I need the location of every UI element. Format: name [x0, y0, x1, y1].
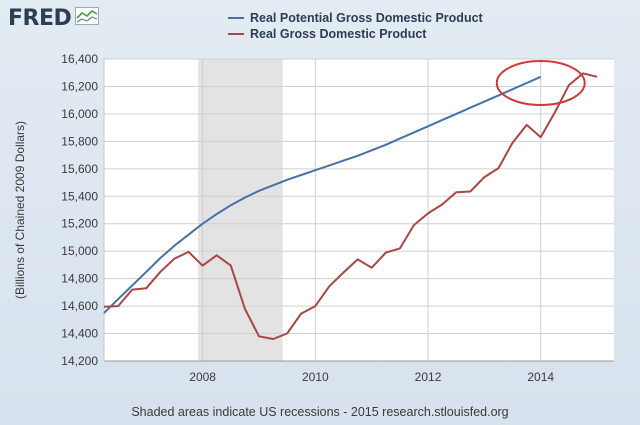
line-chart-icon [75, 7, 100, 30]
logo-text: FRED [8, 6, 72, 31]
y-tick-label: 14,800 [61, 272, 98, 286]
y-tick-label: 16,000 [61, 107, 98, 121]
fred-logo: FRED [8, 6, 100, 31]
y-tick-label: 15,600 [61, 162, 98, 176]
legend-label-potential: Real Potential Gross Domestic Product [250, 11, 483, 25]
legend-label-real: Real Gross Domestic Product [250, 27, 427, 41]
legend-swatch-real [228, 33, 244, 35]
x-tick-label: 2014 [527, 370, 554, 384]
y-tick-label: 15,800 [61, 134, 98, 148]
y-tick-label: 15,400 [61, 189, 98, 203]
legend-swatch-potential [228, 17, 244, 19]
x-tick-label: 2008 [189, 370, 216, 384]
y-axis-title: (Billions of Chained 2009 Dollars) [13, 121, 27, 299]
recession-shade [198, 59, 283, 361]
legend: Real Potential Gross Domestic Product Re… [228, 10, 483, 42]
x-tick-label: 2012 [415, 370, 442, 384]
y-tick-label: 16,400 [61, 52, 98, 66]
y-tick-label: 15,000 [61, 244, 98, 258]
x-tick-label: 2010 [302, 370, 329, 384]
y-tick-label: 14,600 [61, 299, 98, 313]
series-line-real-gdp [103, 72, 598, 340]
y-tick-label: 14,200 [61, 354, 98, 368]
series-line-potential-gdp [103, 75, 542, 314]
y-tick-label: 16,200 [61, 79, 98, 93]
highlight-circle [495, 60, 586, 106]
footer-note: Shaded areas indicate US recessions - 20… [131, 405, 509, 419]
legend-item-potential: Real Potential Gross Domestic Product [228, 10, 483, 26]
legend-item-real: Real Gross Domestic Product [228, 26, 483, 42]
plot-area [104, 59, 614, 361]
y-tick-label: 15,200 [61, 217, 98, 231]
y-tick-label: 14,400 [61, 327, 98, 341]
